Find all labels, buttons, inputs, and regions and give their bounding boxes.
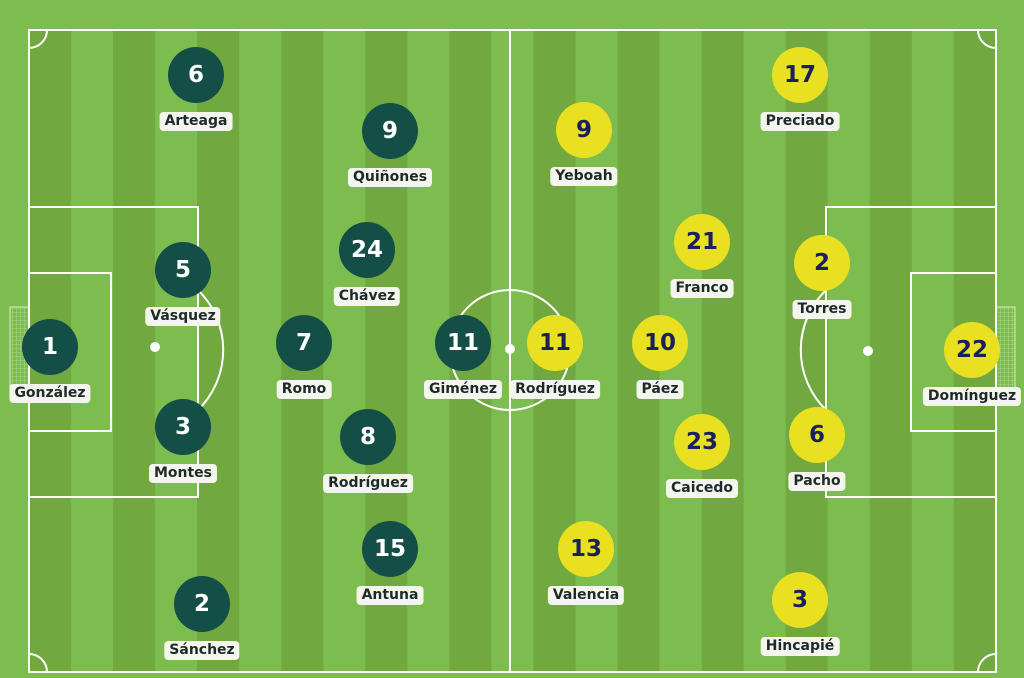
player-name-label: Caicedo bbox=[666, 479, 738, 498]
pitch-stripe bbox=[743, 30, 786, 672]
player-name-label: Giménez bbox=[424, 380, 502, 399]
player-name-label: González bbox=[9, 384, 91, 403]
corner-arc bbox=[28, 653, 48, 673]
player-name-label: Montes bbox=[148, 464, 218, 483]
shirt-number-badge: 5 bbox=[155, 242, 211, 298]
player-name-label: Quiñones bbox=[347, 168, 433, 187]
shirt-number-badge: 15 bbox=[362, 521, 418, 577]
left-penalty-arc bbox=[197, 289, 225, 411]
shirt-number-badge: 3 bbox=[772, 572, 828, 628]
corner-arc bbox=[977, 653, 997, 673]
player-name-label: Pacho bbox=[788, 472, 846, 491]
player-name-label: Torres bbox=[792, 300, 852, 319]
player-name-label: Rodríguez bbox=[510, 380, 600, 399]
shirt-number-badge: 6 bbox=[168, 47, 224, 103]
pitch-stripe bbox=[827, 30, 870, 672]
shirt-number-badge: 10 bbox=[632, 315, 688, 371]
player-name-label: Vásquez bbox=[145, 307, 221, 326]
shirt-number-badge: 21 bbox=[674, 214, 730, 270]
shirt-number-badge: 24 bbox=[339, 222, 395, 278]
shirt-number-badge: 22 bbox=[944, 322, 1000, 378]
shirt-number-badge: 8 bbox=[340, 409, 396, 465]
corner-arc bbox=[977, 29, 997, 49]
pitch-stripe bbox=[701, 30, 744, 672]
player-name-label: Páez bbox=[636, 380, 684, 399]
shirt-number-badge: 9 bbox=[556, 102, 612, 158]
shirt-number-badge: 3 bbox=[155, 399, 211, 455]
pitch-stripe bbox=[239, 30, 282, 672]
right-penalty-spot bbox=[863, 346, 873, 356]
shirt-number-badge: 2 bbox=[174, 576, 230, 632]
player-name-label: Rodríguez bbox=[323, 474, 413, 493]
player-name-label: Romo bbox=[276, 380, 332, 399]
player-name-label: Hincapié bbox=[760, 637, 840, 656]
shirt-number-badge: 11 bbox=[435, 315, 491, 371]
pitch-stripe bbox=[197, 30, 240, 672]
shirt-number-badge: 1 bbox=[22, 319, 78, 375]
player-name-label: Antuna bbox=[356, 586, 424, 605]
player-name-label: Arteaga bbox=[159, 112, 233, 131]
pitch-stripe bbox=[71, 30, 114, 672]
player-name-label: Chávez bbox=[333, 287, 401, 306]
pitch-stripe bbox=[155, 30, 198, 672]
shirt-number-badge: 7 bbox=[276, 315, 332, 371]
player-name-label: Valencia bbox=[547, 586, 625, 605]
corner-arc bbox=[28, 29, 48, 49]
shirt-number-badge: 11 bbox=[527, 315, 583, 371]
player-name-label: Sánchez bbox=[164, 641, 240, 660]
center-spot bbox=[505, 344, 515, 354]
shirt-number-badge: 9 bbox=[362, 103, 418, 159]
player-name-label: Preciado bbox=[760, 112, 840, 131]
shirt-number-badge: 2 bbox=[794, 235, 850, 291]
pitch-stripe bbox=[785, 30, 828, 672]
shirt-number-badge: 6 bbox=[789, 407, 845, 463]
pitch-stripe bbox=[869, 30, 912, 672]
shirt-number-badge: 13 bbox=[558, 521, 614, 577]
shirt-number-badge: 23 bbox=[674, 414, 730, 470]
player-name-label: Franco bbox=[670, 279, 734, 298]
pitch-stripe bbox=[113, 30, 156, 672]
shirt-number-badge: 17 bbox=[772, 47, 828, 103]
player-name-label: Domínguez bbox=[922, 387, 1022, 406]
player-name-label: Yeboah bbox=[550, 167, 618, 186]
left-penalty-spot bbox=[150, 342, 160, 352]
